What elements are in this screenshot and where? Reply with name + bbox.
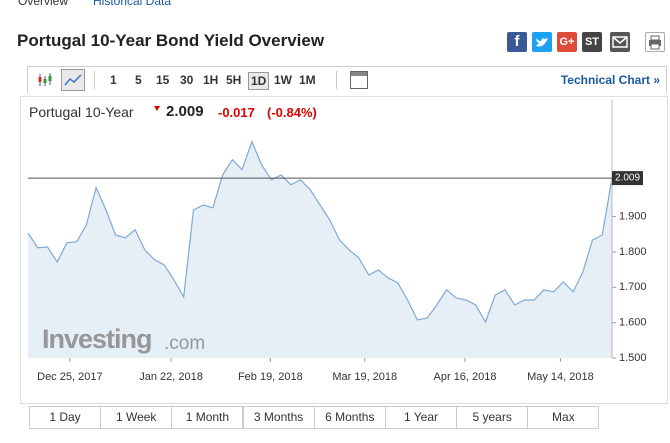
interval-button[interactable]: 1H <box>203 73 219 87</box>
interval-button[interactable]: 30 <box>180 73 194 87</box>
y-tick-label: 1.500 <box>619 352 647 364</box>
share-twitter[interactable] <box>532 32 552 52</box>
x-tick-label: Dec 25, 2017 <box>37 371 102 383</box>
quote-name: Portugal 10-Year <box>29 104 134 120</box>
range-button[interactable]: 6 Months <box>313 406 386 429</box>
quote-change: -0.017 <box>218 105 255 120</box>
quote-change-pct: (-0.84%) <box>267 105 317 120</box>
x-tick-label: Feb 19, 2018 <box>238 371 303 383</box>
y-tick-label: 1.800 <box>619 246 647 258</box>
x-tick-label: Jan 22, 2018 <box>139 371 203 383</box>
print[interactable] <box>645 32 665 52</box>
watermark-suffix: .com <box>164 333 205 354</box>
toolbar: 1 5 15 30 1H 5H 1D 1W 1M Technical Chart » <box>27 66 667 93</box>
share-stocktwits[interactable]: ST <box>582 32 602 52</box>
x-tick-label: Apr 16, 2018 <box>434 371 497 383</box>
range-button[interactable]: 1 Month <box>171 406 244 429</box>
share-email[interactable] <box>610 32 630 52</box>
price-label: 2.009 <box>615 173 640 184</box>
tab[interactable]: Historical Data <box>93 0 172 8</box>
range-button[interactable]: 1 Year <box>385 406 457 429</box>
email-icon <box>612 36 628 48</box>
share-google[interactable]: G+ <box>557 32 577 52</box>
y-tick-label: 1.700 <box>619 281 647 293</box>
page-title: Portugal 10-Year Bond Yield Overview <box>17 31 325 50</box>
interval-button[interactable]: 15 <box>156 73 170 87</box>
range-button[interactable]: 1 Day <box>29 406 101 429</box>
interval-button[interactable]: 1M <box>299 73 316 87</box>
area <box>28 141 612 358</box>
interval-button[interactable]: 1 <box>110 73 117 87</box>
interval-button[interactable]: 5 <box>135 73 142 87</box>
technical-chart-link[interactable]: Technical Chart » <box>560 73 660 87</box>
range-button[interactable]: 5 years <box>456 406 529 429</box>
chart-frame <box>20 96 668 404</box>
line-icon-svg <box>64 74 82 86</box>
interval-button[interactable]: 1D <box>248 72 270 90</box>
price-box <box>612 171 643 186</box>
interval-button[interactable]: 5H <box>226 73 242 87</box>
y-tick-label: 1.900 <box>619 211 647 223</box>
share-facebook[interactable]: f <box>507 32 527 52</box>
range-button[interactable]: Max <box>527 406 600 429</box>
x-tick-label: Mar 19, 2018 <box>332 371 397 383</box>
x-tick-label: May 14, 2018 <box>527 371 594 383</box>
range-button[interactable]: 1 Week <box>100 406 173 429</box>
print-icon <box>649 35 661 50</box>
watermark-brand: Investing <box>42 324 152 354</box>
line <box>27 140 613 324</box>
quote-price: 2.009 <box>166 103 204 120</box>
down-arrow <box>154 106 160 111</box>
y-tick-label: 1.600 <box>619 317 647 329</box>
candle-icon[interactable] <box>36 71 54 89</box>
separator <box>336 71 337 89</box>
settings-icon[interactable] <box>350 71 368 89</box>
twitter-icon <box>536 38 548 47</box>
tab[interactable]: Overview <box>18 0 69 8</box>
line-icon[interactable] <box>61 69 85 91</box>
separator <box>94 71 95 89</box>
interval-button[interactable]: 1W <box>274 73 292 87</box>
range-button[interactable]: 3 Months <box>242 406 315 429</box>
